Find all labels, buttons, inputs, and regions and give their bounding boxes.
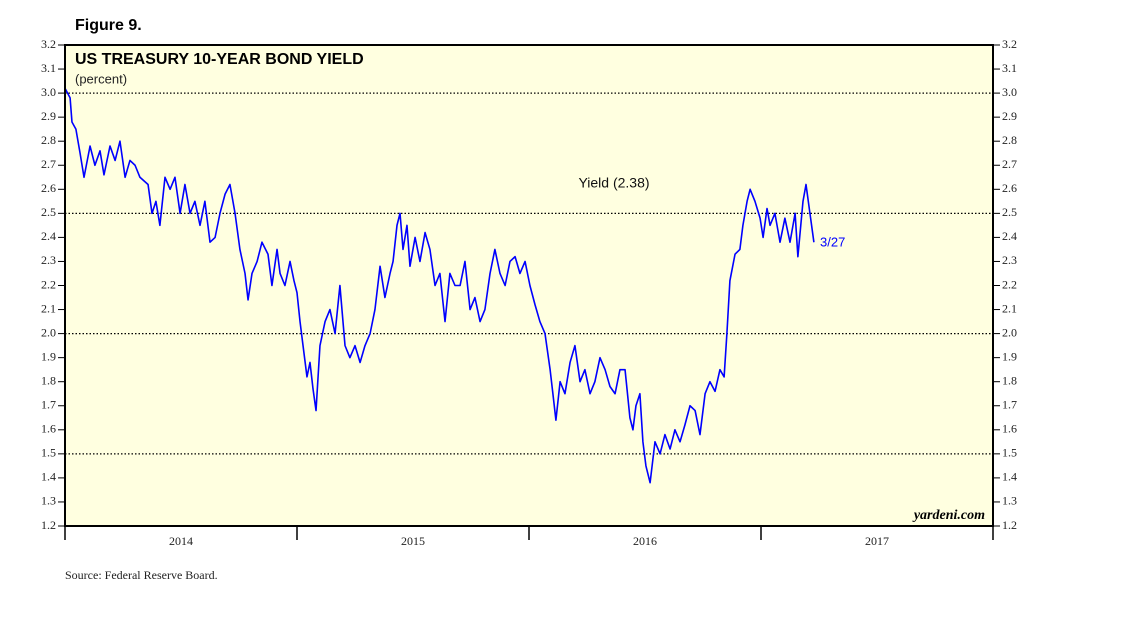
y-tick-label: 2.2: [41, 277, 56, 291]
y-tick-label: 3.1: [41, 61, 56, 75]
y-tick-label: 1.5: [41, 446, 56, 460]
series-label: Yield (2.38): [578, 175, 649, 191]
figure-label: Figure 9.: [75, 17, 142, 34]
y2-tick-label: 1.5: [1002, 446, 1017, 460]
annotation: 3/27: [820, 234, 845, 249]
y2-tick-label: 2.2: [1002, 277, 1017, 291]
y2-tick-label: 1.2: [1002, 518, 1017, 532]
y-tick-label: 1.9: [41, 349, 56, 363]
y2-tick-label: 2.8: [1002, 133, 1017, 147]
x-tick-label: 2017: [865, 534, 889, 548]
y2-tick-label: 1.9: [1002, 349, 1017, 363]
y-tick-label: 1.7: [41, 398, 56, 412]
y-tick-label: 1.8: [41, 373, 56, 387]
y-tick-label: 2.1: [41, 301, 56, 315]
y2-tick-label: 2.6: [1002, 181, 1017, 195]
y-tick-label: 1.4: [41, 470, 56, 484]
y-tick-label: 1.3: [41, 494, 56, 508]
y2-tick-label: 2.5: [1002, 205, 1017, 219]
y2-tick-label: 3.2: [1002, 37, 1017, 51]
y-tick-label: 2.4: [41, 229, 56, 243]
y2-tick-label: 1.7: [1002, 398, 1017, 412]
y-tick-label: 3.0: [41, 85, 56, 99]
y2-tick-label: 2.7: [1002, 157, 1017, 171]
y-tick-label: 2.3: [41, 253, 56, 267]
x-tick-label: 2014: [169, 534, 193, 548]
y2-tick-label: 1.6: [1002, 422, 1017, 436]
y-tick-label: 3.2: [41, 37, 56, 51]
y2-tick-label: 2.9: [1002, 109, 1017, 123]
y-tick-label: 2.5: [41, 205, 56, 219]
source-note: Source: Federal Reserve Board.: [65, 568, 218, 582]
y2-tick-label: 1.8: [1002, 373, 1017, 387]
plot-background: [65, 45, 993, 526]
credit: yardeni.com: [912, 508, 985, 523]
y2-tick-label: 1.4: [1002, 470, 1017, 484]
y2-tick-label: 2.4: [1002, 229, 1017, 243]
x-tick-label: 2016: [633, 534, 657, 548]
y2-tick-label: 2.3: [1002, 253, 1017, 267]
y-tick-label: 2.7: [41, 157, 56, 171]
y-tick-label: 2.6: [41, 181, 56, 195]
y2-tick-label: 2.1: [1002, 301, 1017, 315]
y-tick-label: 1.6: [41, 422, 56, 436]
x-tick-label: 2015: [401, 534, 425, 548]
y2-tick-label: 3.1: [1002, 61, 1017, 75]
yield-line: [64, 87, 815, 484]
y-tick-label: 1.2: [41, 518, 56, 532]
y2-tick-label: 1.3: [1002, 494, 1017, 508]
chart-subtitle: (percent): [75, 71, 127, 86]
y2-tick-label: 2.0: [1002, 325, 1017, 339]
y2-tick-label: 3.0: [1002, 85, 1017, 99]
y-tick-label: 2.8: [41, 133, 56, 147]
y-tick-label: 2.9: [41, 109, 56, 123]
y-tick-label: 2.0: [41, 325, 56, 339]
chart-title: US TREASURY 10-YEAR BOND YIELD: [75, 51, 364, 68]
